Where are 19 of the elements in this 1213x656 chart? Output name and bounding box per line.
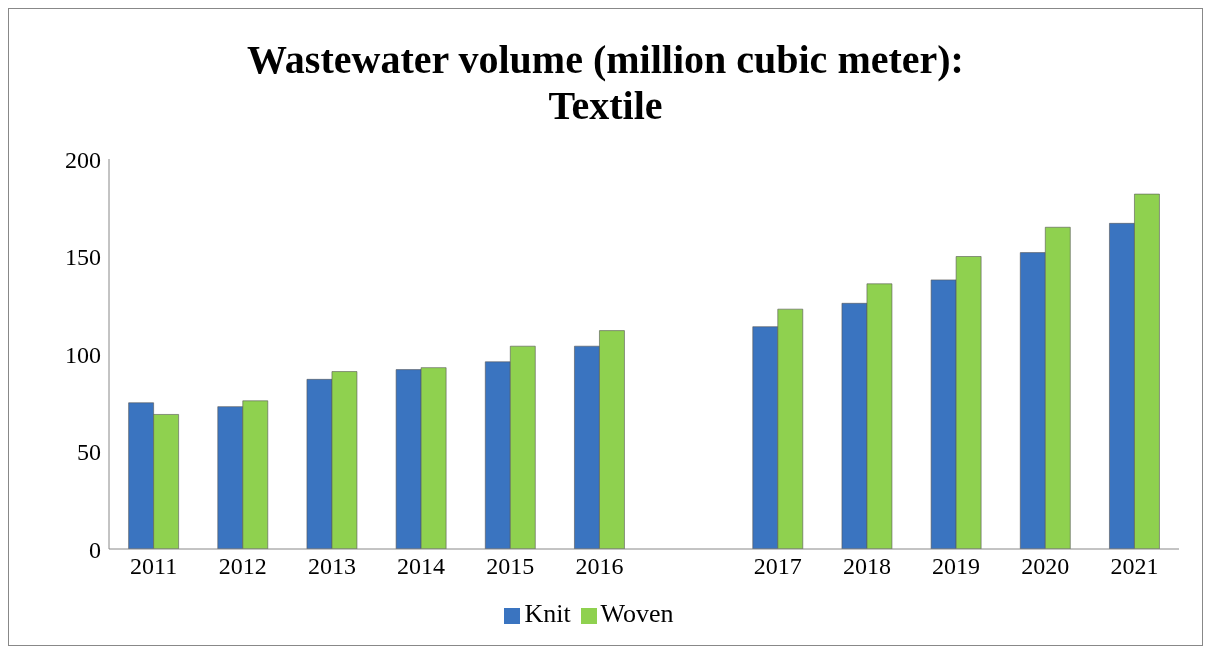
y-tick-label: 150 [65, 244, 101, 271]
y-tick-label: 200 [65, 146, 101, 173]
legend-label: Woven [600, 599, 674, 628]
y-tick-label: 0 [89, 536, 101, 563]
x-tick-label: 2020 [1021, 553, 1070, 580]
x-tick-label: 2019 [932, 553, 981, 580]
y-tick-label: 100 [65, 341, 101, 368]
x-tick-label: 2021 [1110, 553, 1159, 580]
chart-title: Wastewater volume (million cubic meter): Textile [246, 36, 965, 129]
x-tick-label: 2011 [130, 553, 178, 580]
x-tick-label: 2013 [307, 553, 356, 580]
x-tick-label: 2016 [575, 553, 624, 580]
x-tick-label: 2015 [486, 553, 535, 580]
x-tick-label: 2017 [753, 553, 802, 580]
x-tick-label: 2012 [218, 553, 267, 580]
x-tick-label: 2014 [397, 553, 446, 580]
y-tick-label: 50 [77, 439, 101, 466]
x-tick-label: 2018 [842, 553, 891, 580]
legend-label: Knit [524, 599, 571, 628]
